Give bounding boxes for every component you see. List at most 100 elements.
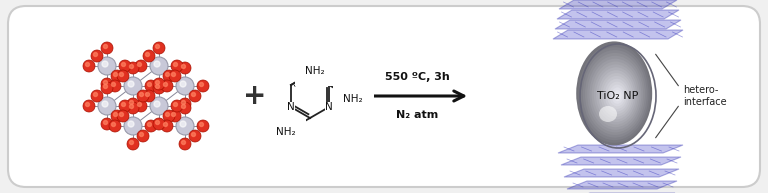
Polygon shape <box>561 157 681 165</box>
Ellipse shape <box>588 56 644 132</box>
Circle shape <box>119 60 131 72</box>
Circle shape <box>121 63 125 67</box>
Circle shape <box>165 73 170 76</box>
Circle shape <box>127 62 139 74</box>
Ellipse shape <box>591 62 640 127</box>
Circle shape <box>121 102 125 107</box>
Circle shape <box>98 97 116 115</box>
Circle shape <box>143 50 155 62</box>
Ellipse shape <box>585 53 645 135</box>
Text: +: + <box>243 82 266 110</box>
Circle shape <box>150 57 168 75</box>
Circle shape <box>114 73 118 76</box>
Circle shape <box>94 52 98 57</box>
Circle shape <box>180 121 186 127</box>
Circle shape <box>153 82 165 94</box>
Circle shape <box>179 98 191 110</box>
Polygon shape <box>555 20 681 29</box>
Circle shape <box>145 120 157 132</box>
Circle shape <box>120 113 124 117</box>
Circle shape <box>135 60 147 72</box>
Ellipse shape <box>614 90 621 101</box>
Circle shape <box>169 70 181 82</box>
Ellipse shape <box>589 59 641 130</box>
Ellipse shape <box>611 87 624 104</box>
Circle shape <box>174 63 177 67</box>
Circle shape <box>140 92 144 96</box>
Circle shape <box>120 73 124 76</box>
Circle shape <box>102 101 108 107</box>
Circle shape <box>104 45 108 48</box>
Circle shape <box>130 104 134 108</box>
Circle shape <box>83 100 95 112</box>
Circle shape <box>137 63 141 67</box>
Circle shape <box>200 123 204 126</box>
Circle shape <box>124 77 142 95</box>
Text: NH₂: NH₂ <box>306 66 325 76</box>
Circle shape <box>176 77 194 95</box>
Circle shape <box>111 82 115 86</box>
Circle shape <box>127 138 139 150</box>
Circle shape <box>181 141 186 145</box>
Circle shape <box>189 90 201 102</box>
Text: N: N <box>287 102 295 112</box>
Ellipse shape <box>603 76 631 114</box>
Circle shape <box>111 123 115 126</box>
Text: N₂ atm: N₂ atm <box>396 110 439 120</box>
Circle shape <box>165 113 170 117</box>
Circle shape <box>101 42 113 54</box>
Circle shape <box>153 118 165 130</box>
Circle shape <box>124 117 142 135</box>
Circle shape <box>117 70 129 82</box>
Circle shape <box>137 90 149 102</box>
Circle shape <box>155 120 160 124</box>
Circle shape <box>111 110 123 122</box>
Ellipse shape <box>607 82 627 109</box>
Circle shape <box>174 102 177 107</box>
Circle shape <box>155 45 160 48</box>
Circle shape <box>181 104 186 108</box>
Ellipse shape <box>616 93 620 99</box>
Ellipse shape <box>596 67 636 122</box>
Circle shape <box>153 78 165 90</box>
Ellipse shape <box>601 73 632 117</box>
Circle shape <box>145 92 150 96</box>
Circle shape <box>180 81 186 87</box>
Circle shape <box>135 100 147 112</box>
Circle shape <box>150 97 168 115</box>
Circle shape <box>171 60 183 72</box>
Ellipse shape <box>609 85 625 106</box>
Circle shape <box>191 133 196 136</box>
Circle shape <box>130 64 134 69</box>
Text: N: N <box>325 102 333 112</box>
Circle shape <box>101 82 113 94</box>
Text: NH₂: NH₂ <box>343 94 363 104</box>
Polygon shape <box>559 0 677 9</box>
Ellipse shape <box>594 64 637 125</box>
Circle shape <box>94 92 98 96</box>
Circle shape <box>119 100 131 112</box>
Circle shape <box>143 90 155 102</box>
Circle shape <box>171 113 176 117</box>
Ellipse shape <box>604 79 629 112</box>
Circle shape <box>181 101 186 104</box>
Polygon shape <box>557 10 679 19</box>
Circle shape <box>176 117 194 135</box>
Text: hetero-
interface: hetero- interface <box>683 85 727 107</box>
Circle shape <box>98 57 116 75</box>
Circle shape <box>114 113 118 117</box>
Circle shape <box>128 121 134 127</box>
Circle shape <box>171 73 176 76</box>
Circle shape <box>117 110 129 122</box>
Circle shape <box>181 64 186 69</box>
Circle shape <box>197 120 209 132</box>
Circle shape <box>197 80 209 92</box>
Circle shape <box>147 82 151 86</box>
Circle shape <box>153 42 165 54</box>
Circle shape <box>179 138 191 150</box>
Circle shape <box>163 70 175 82</box>
Circle shape <box>104 85 108 89</box>
Circle shape <box>109 80 121 92</box>
Polygon shape <box>558 145 683 153</box>
Circle shape <box>109 120 121 132</box>
